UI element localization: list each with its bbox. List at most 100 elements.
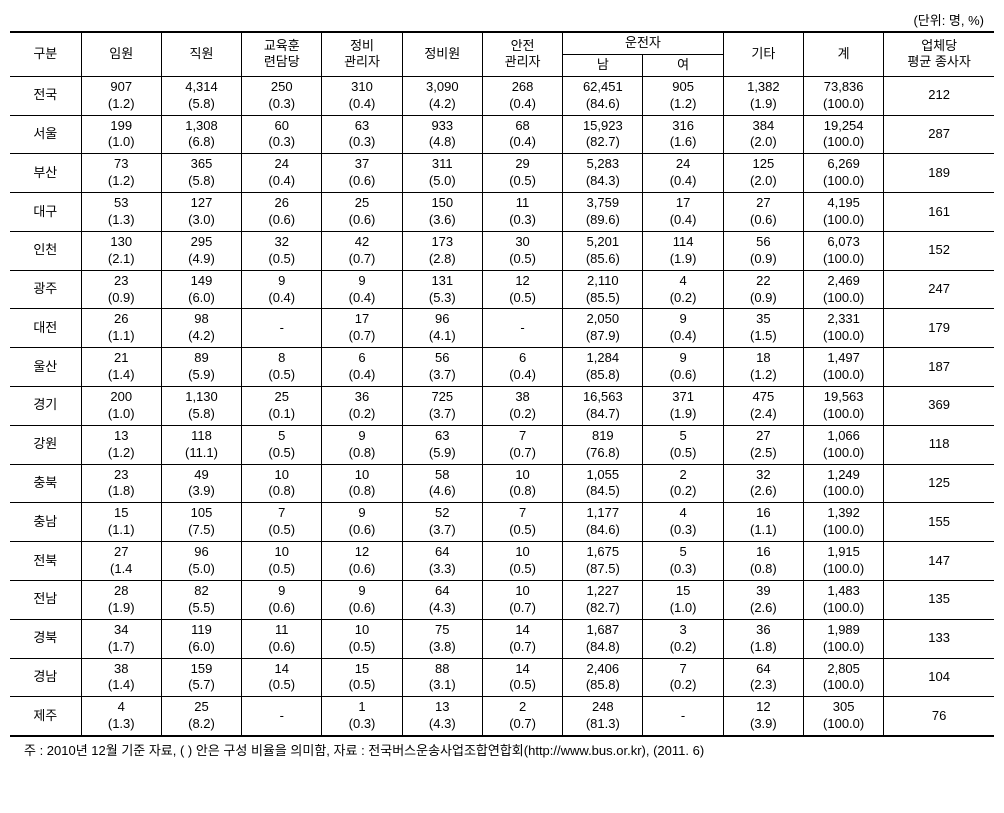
cell-dm: 2,406(85.8) (563, 658, 643, 697)
cell-avg: 135 (884, 580, 994, 619)
table-row: 광주23(0.9)149(6.0)9(0.4)9(0.4)131(5.3)12(… (10, 270, 994, 309)
cell-staff: 365(5.8) (161, 154, 241, 193)
cell-region: 충북 (10, 464, 81, 503)
cell-mmgr: 10(0.5) (322, 619, 402, 658)
cell-df: 15(1.0) (643, 580, 723, 619)
cell-df: 371(1.9) (643, 387, 723, 426)
cell-edu: 10(0.5) (242, 542, 322, 581)
cell-etc: 18(1.2) (723, 348, 803, 387)
cell-etc: 27(2.5) (723, 425, 803, 464)
cell-df: 5(0.5) (643, 425, 723, 464)
cell-dm: 2,110(85.5) (563, 270, 643, 309)
cell-edu: 8(0.5) (242, 348, 322, 387)
cell-avg: 125 (884, 464, 994, 503)
cell-total: 4,195(100.0) (804, 193, 884, 232)
table-row: 경남38(1.4)159(5.7)14(0.5)15(0.5)88(3.1)14… (10, 658, 994, 697)
cell-mmgr: 15(0.5) (322, 658, 402, 697)
cell-staff: 119(6.0) (161, 619, 241, 658)
col-exec: 임원 (81, 32, 161, 76)
cell-mmgr: 42(0.7) (322, 231, 402, 270)
cell-etc: 35(1.5) (723, 309, 803, 348)
cell-mmgr: 12(0.6) (322, 542, 402, 581)
cell-region: 인천 (10, 231, 81, 270)
cell-safety: 12(0.5) (482, 270, 562, 309)
cell-df: 3(0.2) (643, 619, 723, 658)
col-region: 구분 (10, 32, 81, 76)
cell-mech: 64(3.3) (402, 542, 482, 581)
cell-dm: 1,687(84.8) (563, 619, 643, 658)
cell-mech: 725(3.7) (402, 387, 482, 426)
cell-exec: 4(1.3) (81, 697, 161, 736)
cell-avg: 247 (884, 270, 994, 309)
col-avg: 업체당평균 종사자 (884, 32, 994, 76)
cell-exec: 23(1.8) (81, 464, 161, 503)
cell-exec: 53(1.3) (81, 193, 161, 232)
cell-df: 2(0.2) (643, 464, 723, 503)
table-row: 충북23(1.8)49(3.9)10(0.8)10(0.8)58(4.6)10(… (10, 464, 994, 503)
cell-edu: 7(0.5) (242, 503, 322, 542)
cell-etc: 32(2.6) (723, 464, 803, 503)
cell-etc: 12(3.9) (723, 697, 803, 736)
cell-edu: 9(0.6) (242, 580, 322, 619)
cell-avg: 152 (884, 231, 994, 270)
cell-safety: - (482, 309, 562, 348)
cell-staff: 149(6.0) (161, 270, 241, 309)
cell-safety: 68(0.4) (482, 115, 562, 154)
cell-df: - (643, 697, 723, 736)
cell-mech: 52(3.7) (402, 503, 482, 542)
cell-dm: 16,563(84.7) (563, 387, 643, 426)
table-row: 전북27(1.496(5.0)10(0.5)12(0.6)64(3.3)10(0… (10, 542, 994, 581)
cell-edu: 32(0.5) (242, 231, 322, 270)
cell-edu: 11(0.6) (242, 619, 322, 658)
cell-dm: 5,283(84.3) (563, 154, 643, 193)
table-row: 대구53(1.3)127(3.0)26(0.6)25(0.6)150(3.6)1… (10, 193, 994, 232)
cell-safety: 10(0.7) (482, 580, 562, 619)
cell-etc: 36(1.8) (723, 619, 803, 658)
cell-safety: 14(0.7) (482, 619, 562, 658)
cell-region: 광주 (10, 270, 81, 309)
cell-mech: 96(4.1) (402, 309, 482, 348)
footnote: 주 : 2010년 12월 기준 자료, ( ) 안은 구성 비율을 의미함, … (24, 741, 984, 761)
cell-total: 2,331(100.0) (804, 309, 884, 348)
cell-dm: 248(81.3) (563, 697, 643, 736)
cell-staff: 295(4.9) (161, 231, 241, 270)
cell-mmgr: 10(0.8) (322, 464, 402, 503)
table-row: 울산21(1.4)89(5.9)8(0.5)6(0.4)56(3.7)6(0.4… (10, 348, 994, 387)
cell-etc: 1,382(1.9) (723, 76, 803, 115)
cell-safety: 10(0.8) (482, 464, 562, 503)
cell-safety: 11(0.3) (482, 193, 562, 232)
cell-avg: 147 (884, 542, 994, 581)
cell-dm: 819(76.8) (563, 425, 643, 464)
cell-total: 73,836(100.0) (804, 76, 884, 115)
cell-dm: 2,050(87.9) (563, 309, 643, 348)
cell-edu: 250(0.3) (242, 76, 322, 115)
cell-staff: 4,314(5.8) (161, 76, 241, 115)
cell-mmgr: 310(0.4) (322, 76, 402, 115)
cell-df: 17(0.4) (643, 193, 723, 232)
table-row: 경북34(1.7)119(6.0)11(0.6)10(0.5)75(3.8)14… (10, 619, 994, 658)
cell-dm: 62,451(84.6) (563, 76, 643, 115)
cell-exec: 130(2.1) (81, 231, 161, 270)
table-row: 충남15(1.1)105(7.5)7(0.5)9(0.6)52(3.7)7(0.… (10, 503, 994, 542)
cell-etc: 22(0.9) (723, 270, 803, 309)
cell-etc: 56(0.9) (723, 231, 803, 270)
cell-edu: 26(0.6) (242, 193, 322, 232)
table-row: 경기200(1.0)1,130(5.8)25(0.1)36(0.2)725(3.… (10, 387, 994, 426)
col-mech: 정비원 (402, 32, 482, 76)
col-driver: 운전자 (563, 32, 724, 54)
cell-mech: 63(5.9) (402, 425, 482, 464)
cell-mmgr: 17(0.7) (322, 309, 402, 348)
cell-df: 9(0.4) (643, 309, 723, 348)
cell-dm: 1,227(82.7) (563, 580, 643, 619)
col-driver-m: 남 (563, 54, 643, 76)
cell-avg: 133 (884, 619, 994, 658)
cell-edu: 24(0.4) (242, 154, 322, 193)
cell-avg: 212 (884, 76, 994, 115)
cell-exec: 21(1.4) (81, 348, 161, 387)
cell-df: 316(1.6) (643, 115, 723, 154)
cell-etc: 475(2.4) (723, 387, 803, 426)
cell-mech: 58(4.6) (402, 464, 482, 503)
cell-mmgr: 9(0.4) (322, 270, 402, 309)
cell-safety: 14(0.5) (482, 658, 562, 697)
cell-mmgr: 9(0.6) (322, 580, 402, 619)
